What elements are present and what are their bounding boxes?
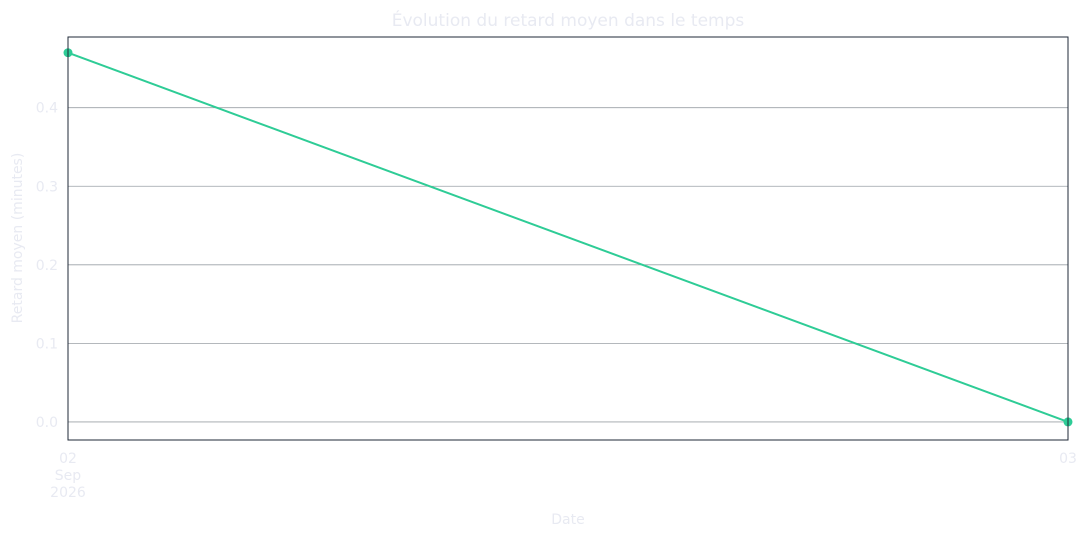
x-axis-label: Date	[551, 512, 584, 528]
y-tick-label-3: 0.3	[36, 179, 58, 195]
y-tick-label-1: 0.1	[36, 336, 58, 352]
x-tick-label-0: 02 Sep 2026	[50, 451, 86, 501]
plot-frame	[67, 36, 1069, 441]
y-tick-label-2: 0.2	[36, 258, 58, 274]
chart-title: Évolution du retard moyen dans le temps	[392, 9, 745, 31]
y-tick-label-4: 0.4	[36, 101, 58, 117]
series-layer	[63, 48, 1073, 427]
series-line-0	[67, 51, 1069, 423]
y-tick-labels: 0.0 0.1 0.2 0.3 0.4	[36, 101, 58, 431]
x-tick-labels: 02 Sep 2026 03	[50, 451, 1077, 501]
y-tick-label-0: 0.0	[36, 415, 58, 431]
x-tick-label-1: 03	[1059, 451, 1077, 467]
gridlines	[68, 107, 1068, 423]
y-axis-label: Retard moyen (minutes)	[10, 153, 26, 324]
